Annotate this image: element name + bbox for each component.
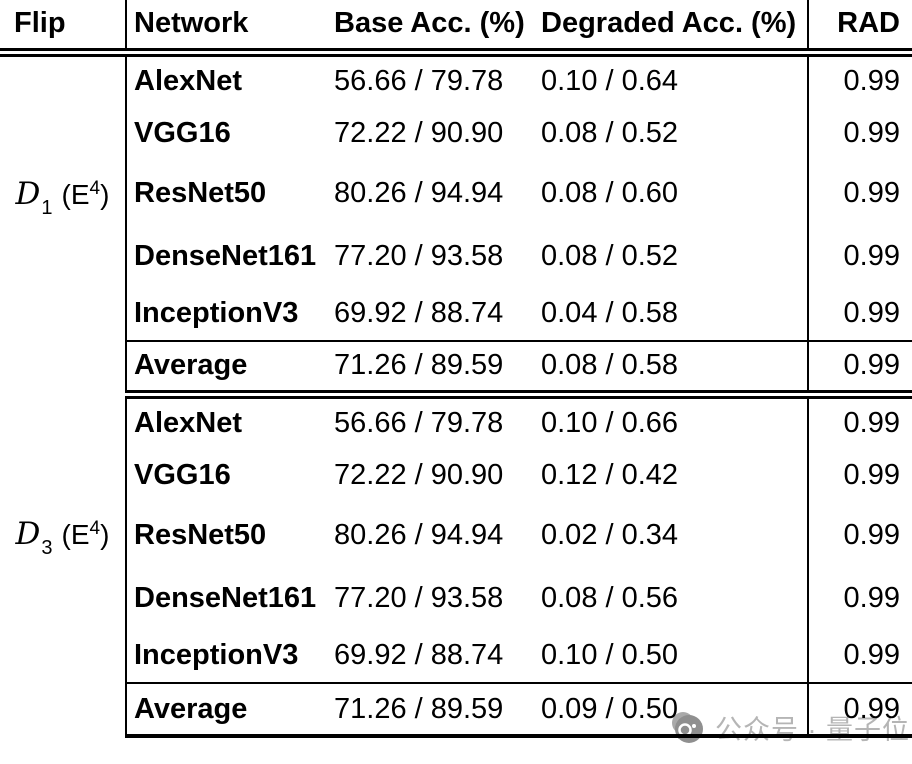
rad-cell: 0.99 — [807, 682, 912, 738]
network-cell: DenseNet161 — [134, 582, 317, 614]
math-d: D — [15, 516, 41, 552]
table-row: DenseNet161 77.20 / 93.58 0.08 / 0.56 0.… — [0, 568, 912, 629]
math-exponent-group: (E4) — [61, 178, 110, 211]
network-cell: DenseNet161 — [134, 240, 317, 272]
table-row: VGG16 72.22 / 90.90 0.08 / 0.52 0.99 — [0, 107, 912, 160]
degraded-acc-cell: 0.10 / 0.50 — [541, 639, 679, 671]
results-table: Flip Network Base Acc. (%) Degraded Acc.… — [0, 0, 912, 738]
rad-cell: 0.99 — [807, 160, 912, 226]
degraded-acc-cell: 0.09 / 0.50 — [538, 682, 808, 738]
rad-cell: 0.99 — [807, 52, 912, 107]
rad-cell: 0.99 — [807, 287, 912, 341]
base-acc-cell: 72.22 / 90.90 — [334, 459, 504, 491]
table-row: DenseNet161 77.20 / 93.58 0.08 / 0.52 0.… — [0, 226, 912, 287]
math-superscript: 4 — [89, 178, 101, 200]
math-e-open: (E — [61, 519, 90, 550]
base-acc-cell: 71.26 / 89.59 — [332, 682, 538, 738]
base-acc-cell: 56.66 / 79.78 — [334, 407, 504, 440]
network-cell: Average — [126, 340, 332, 399]
degraded-acc-cell: 0.10 / 0.64 — [541, 65, 679, 98]
degraded-acc-cell: 0.08 / 0.52 — [541, 240, 679, 272]
network-cell: VGG16 — [134, 459, 231, 491]
rad-cell: 0.99 — [807, 226, 912, 287]
rad-cell: 0.99 — [807, 449, 912, 502]
math-subscript: 3 — [41, 537, 53, 559]
degraded-acc-cell: 0.08 / 0.52 — [541, 117, 679, 149]
math-e-open: (E — [61, 179, 90, 211]
base-acc-cell: 80.26 / 94.94 — [334, 176, 504, 209]
base-acc-cell: 69.92 / 88.74 — [334, 297, 504, 329]
network-cell: Average — [126, 682, 332, 738]
average-row: Average 71.26 / 89.59 0.08 / 0.58 0.99 — [0, 340, 912, 399]
degraded-acc-cell: 0.12 / 0.42 — [541, 459, 679, 491]
network-cell: ResNet50 — [134, 176, 267, 209]
base-acc-cell: 72.22 / 90.90 — [334, 117, 504, 149]
math-e-close: ) — [100, 179, 110, 211]
table-row: InceptionV3 69.92 / 88.74 0.10 / 0.50 0.… — [0, 629, 912, 683]
base-acc-cell: 71.26 / 89.59 — [332, 340, 538, 399]
network-cell: VGG16 — [134, 117, 231, 149]
network-cell: AlexNet — [134, 65, 242, 98]
rad-cell: 0.99 — [807, 629, 912, 683]
table-row: D1 (E4) AlexNet 56.66 / 79.78 0.10 / 0.64… — [0, 52, 912, 394]
math-superscript: 4 — [89, 518, 101, 539]
base-acc-cell: 69.92 / 88.74 — [334, 639, 504, 671]
math-e-close: ) — [100, 519, 110, 550]
math-label: D3 (E4) — [15, 516, 110, 559]
degraded-acc-cell: 0.08 / 0.56 — [541, 582, 679, 614]
math-label: D1 (E4) — [15, 176, 110, 219]
math-d: D — [15, 176, 41, 213]
degraded-acc-cell: 0.02 / 0.34 — [541, 518, 679, 551]
header-network: Network — [126, 0, 332, 57]
degraded-acc-cell: 0.08 / 0.58 — [538, 340, 808, 399]
table-row: ResNet50 80.26 / 94.94 0.02 / 0.34 0.99 — [0, 502, 912, 568]
network-cell: InceptionV3 — [134, 297, 299, 329]
header-degraded-acc: Degraded Acc. (%) — [538, 0, 808, 57]
network-cell: InceptionV3 — [134, 639, 299, 671]
base-acc-cell: 56.66 / 79.78 — [334, 65, 504, 98]
base-acc-cell: 80.26 / 94.94 — [334, 518, 504, 551]
rad-cell: 0.99 — [807, 394, 912, 449]
degraded-acc-cell: 0.08 / 0.60 — [541, 176, 679, 209]
header-rad: RAD — [807, 0, 912, 57]
network-cell: ResNet50 — [134, 518, 267, 551]
flip-group-label-d3: D3 (E4) — [0, 394, 127, 736]
flip-group-d1: D1 (E4) AlexNet 56.66 / 79.78 0.10 / 0.64… — [0, 52, 912, 399]
math-exponent-group: (E4) — [61, 518, 110, 550]
rad-cell: 0.99 — [807, 568, 912, 629]
degraded-acc-cell: 0.04 / 0.58 — [541, 297, 679, 329]
flip-group-label-d1: D1 (E4) — [0, 52, 127, 394]
flip-group-d3: D3 (E4) AlexNet 56.66 / 79.78 0.10 / 0.66… — [0, 394, 912, 738]
rad-cell: 0.99 — [807, 340, 912, 399]
rad-cell: 0.99 — [807, 107, 912, 160]
average-row: Average 71.26 / 89.59 0.09 / 0.50 0.99 — [0, 682, 912, 738]
table-row: D3 (E4) AlexNet 56.66 / 79.78 0.10 / 0.66… — [0, 394, 912, 736]
header-row: Flip Network Base Acc. (%) Degraded Acc.… — [0, 0, 912, 57]
table-row: InceptionV3 69.92 / 88.74 0.04 / 0.58 0.… — [0, 287, 912, 341]
math-subscript: 1 — [41, 197, 53, 220]
table-row: ResNet50 80.26 / 94.94 0.08 / 0.60 0.99 — [0, 160, 912, 226]
base-acc-cell: 77.20 / 93.58 — [334, 240, 504, 272]
table-row: VGG16 72.22 / 90.90 0.12 / 0.42 0.99 — [0, 449, 912, 502]
rad-cell: 0.99 — [807, 502, 912, 568]
header-base-acc: Base Acc. (%) — [332, 0, 538, 57]
degraded-acc-cell: 0.10 / 0.66 — [541, 407, 679, 440]
table-header: Flip Network Base Acc. (%) Degraded Acc.… — [0, 0, 912, 57]
network-cell: AlexNet — [134, 407, 242, 440]
base-acc-cell: 77.20 / 93.58 — [334, 582, 504, 614]
header-flip: Flip — [0, 0, 127, 57]
